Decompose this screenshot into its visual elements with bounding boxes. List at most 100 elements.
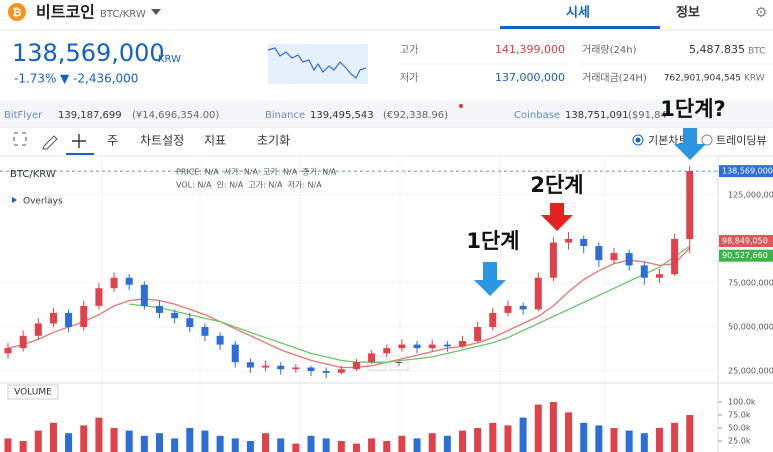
toolbar-item[interactable]: 지표: [204, 134, 226, 148]
change: ▼ -2,436,000: [60, 72, 138, 86]
stat-unit: KRW: [744, 74, 765, 84]
exchange-bar: [0, 100, 773, 126]
stat-label: 거래량(24h): [582, 44, 637, 56]
volume-bar: [595, 425, 603, 452]
annotation: 2단계: [530, 173, 583, 197]
candle-body: [125, 277, 133, 285]
candle-body: [156, 305, 163, 313]
candle-body: [504, 305, 512, 313]
candle-body: [655, 274, 663, 278]
candle-body: [534, 277, 542, 310]
volume-bar: [580, 422, 588, 452]
chart-pair: BTC/KRW: [10, 169, 56, 180]
overlays-caret[interactable]: [12, 197, 17, 203]
moving-average: [129, 245, 691, 363]
volume-bar: [337, 441, 345, 452]
candle-body: [292, 367, 300, 370]
settings-icon[interactable]: ⚙: [755, 5, 768, 21]
legend-row: VOL: N/A 인: N/A 고가: N/A 저가: N/A: [176, 180, 322, 190]
volume-bar: [110, 428, 118, 452]
mode-option[interactable]: 기본차트: [648, 134, 688, 147]
draw-icon[interactable]: [42, 135, 58, 150]
exchange-name: Coinbase: [514, 110, 560, 121]
exchange-name: Binance: [265, 110, 305, 121]
volume-bar: [307, 435, 315, 452]
radio[interactable]: [632, 134, 644, 146]
candle-body: [337, 369, 345, 373]
volume-bar: [625, 430, 633, 452]
volume-bar: [292, 443, 300, 452]
coin-icon: [8, 3, 26, 21]
exchange-price: 138,751,091: [565, 110, 629, 121]
coin-icon-glyph: ₿: [13, 6, 22, 19]
zoom-in[interactable]: +: [394, 356, 403, 369]
change-pct: -1.73%: [14, 72, 56, 86]
volume-bar: [686, 415, 694, 452]
radio-dot: [635, 137, 641, 143]
stat-label: 고가: [400, 44, 418, 56]
price-label-box: [719, 235, 773, 248]
exchange-price: 139,187,699: [58, 110, 122, 121]
candle-body: [595, 246, 603, 261]
radio[interactable]: [701, 134, 713, 146]
candle-body: [4, 348, 12, 354]
volume-bar: [398, 435, 406, 452]
tab[interactable]: 정보: [676, 5, 700, 21]
moving-average: [7, 247, 691, 369]
candle-body: [428, 344, 436, 349]
fullscreen-icon[interactable]: [13, 132, 27, 146]
candle-body: [140, 284, 148, 306]
price: 138,569,000: [12, 39, 165, 67]
volume-tick-label: 50.0k: [728, 424, 751, 433]
dropdown-caret[interactable]: [151, 9, 161, 15]
volume-bar: [352, 443, 360, 452]
volume-tick-label: 25.0k: [728, 437, 751, 446]
volume-bar: [504, 425, 512, 452]
volume-bar: [459, 430, 466, 452]
tab-underline: [500, 26, 660, 29]
volume-title-box: [7, 384, 59, 400]
stat-value: 141,399,000: [495, 43, 565, 56]
sparkline: [267, 47, 367, 79]
volume-tick-label: 100.0k: [728, 398, 756, 407]
volume-bar: [246, 441, 254, 452]
toolbar-item[interactable]: 초기화: [257, 134, 290, 148]
candle-body: [186, 318, 194, 327]
volume-bar: [428, 433, 436, 452]
candle-body: [625, 253, 633, 266]
volume-bar: [565, 412, 573, 452]
toolbar-item[interactable]: 차트설정: [140, 134, 184, 148]
annotation: 1단계?: [660, 97, 725, 121]
arrow-red: [541, 203, 573, 231]
candle-body: [277, 365, 285, 370]
volume-bar: [186, 428, 194, 452]
candle-body: [171, 312, 179, 319]
volume-bar: [489, 422, 497, 452]
price-label-box: [719, 249, 773, 262]
toolbar-item[interactable]: 주: [107, 134, 118, 148]
candle-body: [19, 335, 27, 349]
candle-body: [565, 239, 573, 243]
tab[interactable]: 시세: [566, 6, 590, 21]
volume-bar: [216, 435, 224, 452]
indicator-dot: [459, 104, 463, 108]
volume-bar: [443, 435, 451, 452]
overlays[interactable]: Overlays: [23, 197, 63, 207]
candle-body: [610, 253, 618, 261]
coin-name: 비트코인: [36, 3, 95, 22]
y-tick-label: 25,000,000: [728, 367, 773, 376]
price-label-box: [719, 165, 773, 178]
stat-unit: BTC: [748, 47, 765, 57]
crosshair-icon[interactable]: [72, 134, 86, 148]
price-label: 98,849,050: [722, 237, 768, 246]
coin-pair: BTC/KRW: [100, 9, 146, 20]
candle-body: [398, 344, 406, 349]
volume-bar: [383, 441, 391, 452]
candle-body: [459, 341, 466, 347]
candle-body: [65, 312, 73, 327]
zoom-button[interactable]: [389, 355, 409, 371]
stat-value: 137,000,000: [495, 71, 565, 84]
volume-bar: [231, 438, 239, 452]
mode-option[interactable]: 트레이딩뷰: [716, 134, 767, 147]
